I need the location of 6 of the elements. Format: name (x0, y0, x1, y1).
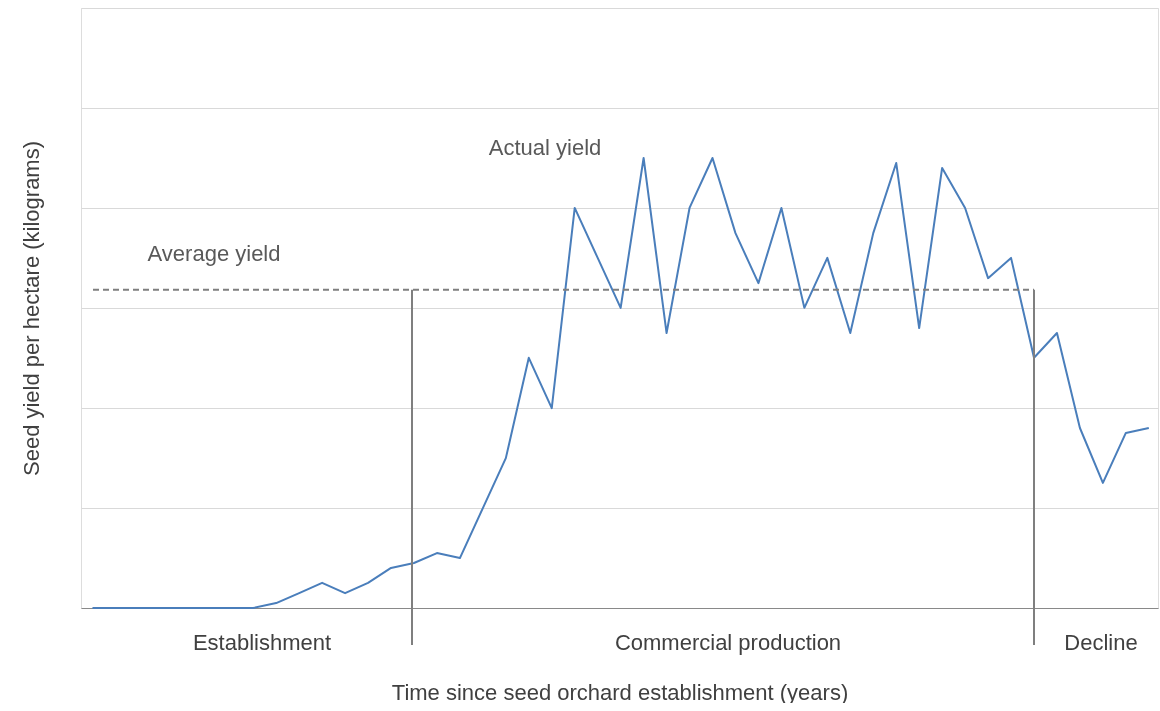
annotation: Actual yield (488, 135, 602, 160)
y-axis-title: Seed yield per hectare (kilograms) (18, 140, 44, 477)
text: Decline (1064, 630, 1138, 655)
text: Establishment (192, 630, 332, 655)
text: Commercial production (614, 630, 842, 655)
ref-line-label: Average yield (147, 240, 281, 266)
